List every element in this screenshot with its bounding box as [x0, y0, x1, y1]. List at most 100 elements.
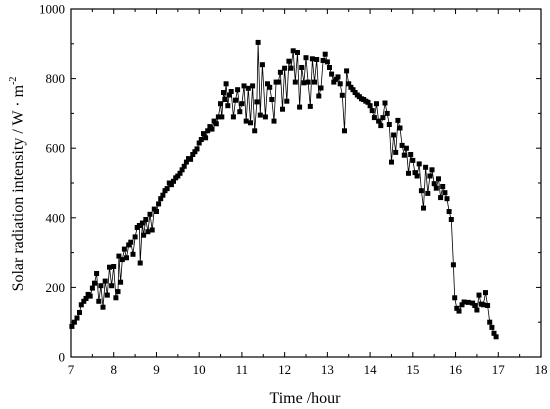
data-point-65: [205, 128, 211, 134]
x-tick-label-15: 15: [406, 362, 419, 377]
data-point-146: [374, 101, 379, 107]
data-point-103: [282, 65, 288, 71]
data-point-13: [98, 283, 104, 289]
data-point-113: [303, 55, 309, 61]
data-point-179: [444, 196, 450, 202]
data-point-190: [472, 303, 478, 308]
data-point-195: [483, 290, 488, 296]
data-point-41: [154, 209, 159, 214]
data-point-95: [265, 81, 270, 87]
data-point-194: [480, 302, 486, 308]
data-point-185: [456, 308, 462, 314]
data-point-199: [491, 330, 497, 336]
data-point-43: [158, 196, 164, 202]
data-point-152: [386, 122, 392, 127]
data-point-16: [104, 292, 110, 298]
data-point-104: [284, 98, 290, 104]
data-point-100: [275, 79, 281, 85]
data-point-5: [81, 298, 87, 304]
data-point-35: [141, 232, 147, 238]
tick-labels-group: 7 8 9 10 11 12 13 14 15 16 17 18 0 200 400 600 800 1000: [39, 2, 548, 378]
data-point-126: [331, 79, 337, 85]
data-point-162: [408, 152, 414, 157]
x-tick-label-8: 8: [110, 362, 117, 377]
data-point-117: [312, 79, 317, 85]
axis-ticks-group: [70, 8, 542, 358]
data-point-42: [156, 201, 162, 207]
data-point-49: [171, 178, 176, 184]
data-point-38: [147, 211, 153, 217]
data-point-149: [380, 115, 386, 121]
data-point-123: [324, 59, 330, 65]
data-point-197: [487, 319, 493, 325]
data-point-161: [406, 170, 411, 176]
data-point-46: [164, 186, 170, 192]
data-point-171: [427, 173, 433, 179]
data-point-12: [96, 298, 102, 304]
data-point-88: [250, 83, 256, 89]
data-point-183: [452, 295, 458, 301]
data-point-184: [454, 305, 460, 311]
data-point-155: [393, 149, 399, 155]
data-point-110: [297, 104, 303, 110]
data-point-39: [149, 227, 155, 233]
data-point-180: [446, 209, 452, 214]
data-point-55: [183, 159, 189, 165]
x-tick-label-12: 12: [278, 362, 291, 377]
data-point-77: [226, 92, 232, 98]
data-point-177: [440, 184, 446, 189]
data-point-8: [87, 293, 93, 299]
data-point-89: [252, 128, 258, 134]
data-point-90: [254, 99, 260, 105]
data-point-124: [327, 65, 332, 70]
data-point-130: [339, 92, 345, 98]
data-point-27: [126, 242, 132, 248]
data-point-58: [190, 152, 196, 157]
data-point-15: [102, 278, 108, 284]
data-point-112: [301, 80, 307, 86]
data-point-74: [222, 97, 228, 102]
data-point-145: [371, 115, 377, 121]
data-point-170: [425, 190, 431, 196]
data-point-191: [474, 307, 480, 313]
data-point-10: [92, 280, 97, 286]
data-point-160: [403, 145, 409, 151]
data-point-87: [248, 120, 253, 126]
data-point-93: [259, 62, 265, 68]
data-point-166: [416, 161, 422, 167]
data-point-96: [267, 84, 273, 90]
data-point-63: [201, 131, 206, 137]
data-point-122: [322, 51, 328, 57]
x-tick-label-18: 18: [535, 362, 548, 377]
y-axis-label-exponent: -2: [8, 77, 19, 85]
data-point-163: [410, 157, 416, 163]
data-point-36: [143, 217, 149, 222]
data-point-25: [121, 246, 127, 252]
y-tick-label-800: 800: [46, 71, 66, 86]
x-tick-label-13: 13: [321, 362, 334, 377]
data-point-92: [257, 112, 263, 118]
data-point-29: [130, 251, 136, 257]
data-point-84: [241, 83, 247, 89]
data-point-174: [433, 185, 439, 191]
data-point-102: [280, 106, 285, 112]
data-point-68: [211, 118, 217, 124]
data-point-109: [295, 50, 300, 55]
data-point-20: [113, 295, 119, 301]
data-point-151: [384, 110, 390, 116]
data-point-33: [137, 260, 143, 266]
data-point-23: [118, 279, 124, 285]
data-point-70: [215, 114, 221, 120]
data-point-86: [245, 85, 251, 91]
data-point-156: [395, 117, 401, 123]
y-axis-label: Solar radiation intensity / W · m-2: [8, 77, 27, 292]
data-point-144: [369, 108, 375, 114]
data-point-173: [431, 181, 437, 187]
data-point-188: [465, 299, 471, 305]
y-tick-label-200: 200: [46, 280, 66, 295]
data-point-121: [320, 58, 326, 63]
data-point-53: [179, 167, 185, 173]
data-point-78: [228, 89, 234, 94]
data-point-98: [271, 118, 277, 124]
y-tick-label-400: 400: [46, 210, 66, 225]
